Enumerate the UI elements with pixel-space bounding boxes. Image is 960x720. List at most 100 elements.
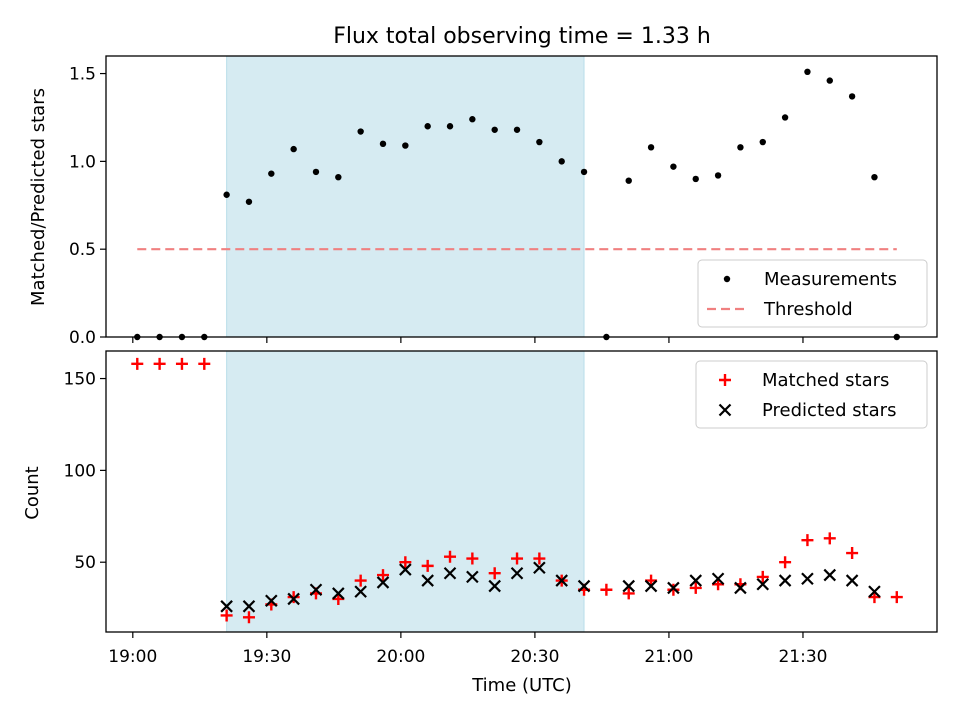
predicted-stars-point	[332, 587, 345, 600]
matched-stars-point	[175, 357, 188, 370]
predicted-stars-point	[667, 581, 680, 595]
x-tick-label: 20:30	[510, 647, 559, 667]
matched-stars-point	[421, 559, 434, 572]
x-tick-label: 21:00	[644, 647, 693, 667]
axes-frame	[105, 350, 938, 633]
matched-stars-point	[779, 556, 792, 569]
matched-stars-point	[511, 552, 524, 565]
measurement-point	[558, 158, 565, 165]
predicted-stars-point	[242, 600, 256, 613]
predicted-stars-point	[778, 574, 792, 587]
matched-stars-point	[220, 609, 233, 622]
matched-stars-point	[377, 569, 389, 582]
measurement-point	[848, 93, 856, 100]
matched-stars-point	[846, 547, 859, 560]
y-tick-label: 1.0	[69, 152, 96, 172]
legend	[695, 360, 928, 429]
measurement-point	[491, 126, 498, 133]
matched-stars-point	[287, 591, 300, 604]
predicted-stars-point	[265, 594, 278, 608]
series-measurements	[134, 68, 900, 341]
x-tick-label: 19:30	[242, 647, 291, 667]
predicted-stars-point	[756, 577, 770, 591]
measurement-point	[513, 126, 521, 133]
predicted-stars-point	[689, 574, 703, 587]
matched-stars-point	[198, 357, 211, 370]
observing-interval-shade	[226, 55, 585, 338]
predicted-stars-point	[868, 585, 881, 598]
matched-stars-point	[756, 570, 769, 583]
matched-stars-point	[488, 567, 501, 580]
measurement-point	[714, 172, 722, 179]
measurement-point	[357, 128, 364, 135]
legend-label: Predicted stars	[762, 400, 896, 421]
matched-stars-point	[667, 583, 680, 596]
matched-stars-point	[801, 534, 814, 547]
measurement-point	[647, 144, 655, 151]
measurement-point	[402, 142, 409, 149]
predicted-stars-point	[354, 585, 367, 598]
measurement-point	[781, 114, 789, 121]
matched-stars-point	[466, 552, 479, 565]
predicted-stars-point	[399, 563, 412, 576]
predicted-stars-point	[577, 579, 591, 593]
predicted-stars-point	[801, 572, 814, 586]
predicted-stars-point	[488, 579, 501, 593]
observing-interval-shade	[226, 350, 585, 633]
predicted-stars-point	[466, 570, 479, 584]
y-tick-label: 100	[64, 461, 96, 481]
predicted-stars-point	[734, 581, 747, 595]
matched-stars-point	[242, 611, 255, 624]
measurement-point	[536, 138, 543, 146]
measurement-point	[826, 77, 833, 84]
chart-title: Flux total observing time = 1.33 h	[333, 24, 711, 49]
predicted-stars-point	[443, 566, 457, 580]
matched-stars-point	[689, 581, 702, 594]
measurement-point	[424, 123, 431, 130]
y-tick-label: 0.0	[69, 328, 96, 348]
y-tick-label: 150	[64, 370, 96, 390]
predicted-stars-point	[622, 579, 636, 593]
legend-label: Matched stars	[762, 370, 889, 391]
measurement-point	[692, 175, 699, 183]
legend-label: Threshold	[763, 299, 853, 320]
x-tick-label: 19:00	[108, 647, 157, 667]
legend-matched-swatch	[719, 374, 731, 386]
matched-stars-point	[622, 587, 635, 600]
predicted-stars-point	[287, 592, 300, 606]
measurement-point	[268, 170, 275, 177]
predicted-stars-point	[555, 574, 568, 587]
measurement-point	[446, 123, 454, 130]
measurement-point	[625, 177, 632, 184]
x-axis-label: Time (UTC)	[471, 675, 572, 696]
legend-predicted-swatch	[718, 403, 732, 417]
predicted-stars-point	[376, 576, 390, 589]
measurement-point	[759, 138, 766, 146]
ratio-panel: 0.0 0.5 1.0 1.5 Measurements Threshold	[69, 55, 938, 348]
matched-stars-point	[153, 357, 166, 370]
predicted-stars-point	[711, 572, 725, 586]
predicted-stars-point	[421, 574, 434, 587]
legend	[697, 259, 928, 328]
matched-stars-point	[354, 574, 367, 587]
measurement-point	[871, 173, 878, 181]
predicted-stars-point	[823, 568, 837, 582]
measurement-point	[245, 198, 253, 205]
series-predicted-stars	[220, 561, 881, 613]
measurement-point	[469, 116, 476, 123]
measurement-point	[223, 191, 230, 198]
predicted-stars-point	[845, 574, 859, 587]
matched-stars-point	[890, 591, 903, 604]
legend-label: Measurements	[764, 269, 897, 290]
y-tick-label: 0.5	[69, 240, 96, 260]
x-tick-label: 20:00	[376, 647, 425, 667]
measurement-point	[379, 140, 387, 148]
count-panel: 50 100 150 19:00 19:30 20:00 20:30 21:00 21:30 Ma…	[64, 350, 938, 667]
y-tick-label: 1.5	[69, 65, 96, 85]
count-y-axis-label: Count	[22, 466, 43, 519]
axes-frame	[105, 55, 938, 338]
predicted-stars-point	[644, 579, 658, 593]
matched-stars-point	[131, 357, 144, 370]
matched-stars-point	[444, 550, 457, 563]
